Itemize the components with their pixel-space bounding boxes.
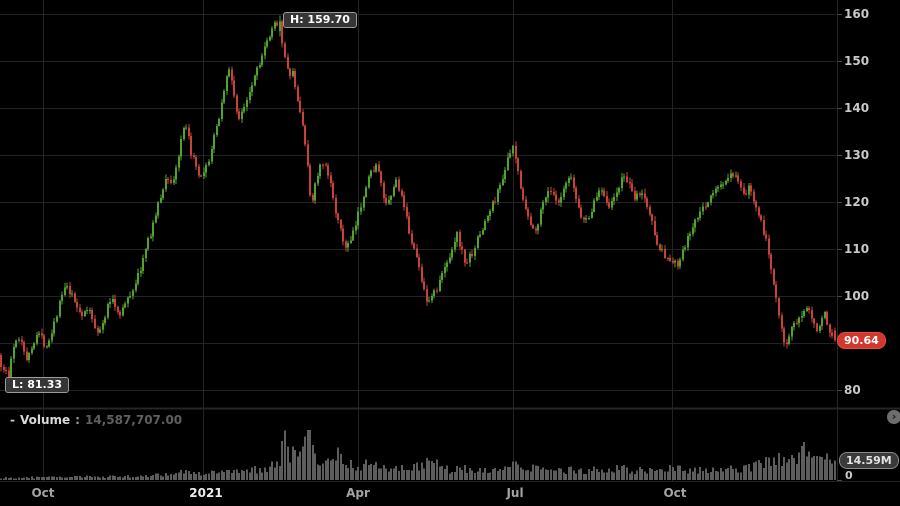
time-tick-label: Oct <box>31 486 55 500</box>
last-price-badge: 90.64 <box>837 332 886 349</box>
price-tick-label: 80 <box>844 383 861 397</box>
price-tick-label: 160 <box>844 7 870 21</box>
low-price-label: L: 81.33 <box>5 377 70 393</box>
price-tick-label: 150 <box>844 54 870 68</box>
time-tick-label: 2021 <box>189 486 223 500</box>
volume-zero-label: 0 <box>845 469 853 482</box>
price-tick-label: 140 <box>844 101 870 115</box>
time-tick-label: Apr <box>346 486 370 500</box>
high-price-label: H: 159.70 <box>283 12 357 28</box>
volume-header: - Volume : 14,587,707.00 <box>10 413 182 427</box>
volume-collapse-toggle[interactable]: - <box>10 413 15 427</box>
price-tick-label: 110 <box>844 242 870 256</box>
volume-pane-label: Volume <box>19 413 71 427</box>
pane-expand-button[interactable]: › <box>887 410 900 424</box>
price-tick-label: 120 <box>844 195 870 209</box>
time-tick-label: Oct <box>663 486 687 500</box>
chevron-right-icon: › <box>891 410 897 423</box>
volume-value: 14,587,707.00 <box>84 413 183 427</box>
price-tick-label: 130 <box>844 148 870 162</box>
price-tick-label: 100 <box>844 289 870 303</box>
volume-current-badge: 14.59M <box>839 452 899 469</box>
time-tick-label: Jul <box>506 486 524 500</box>
volume-separator: : <box>75 413 80 427</box>
